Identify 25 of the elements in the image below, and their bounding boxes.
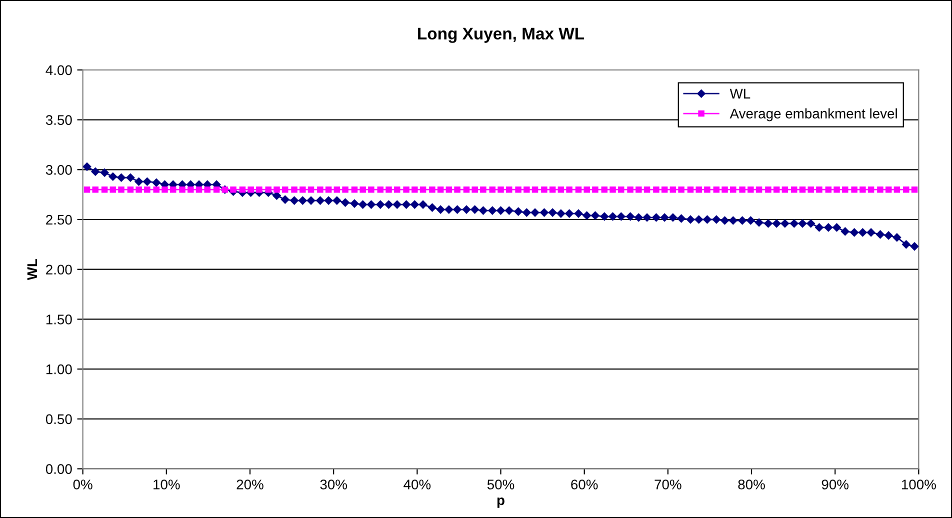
y-tick-label: 0.50 [46, 414, 72, 424]
legend-label: Average embankment level [730, 108, 897, 122]
y-tick-label: 2.50 [46, 214, 72, 225]
x-tick-label: 50% [487, 480, 514, 490]
x-axis-title: p [497, 498, 504, 508]
x-tick-label: 70% [654, 480, 682, 490]
y-tick-label: 1.50 [46, 314, 72, 324]
y-tick-label: 3.50 [46, 115, 72, 125]
x-tick-label: 10% [154, 480, 180, 490]
y-tick-label: 2.00 [46, 264, 72, 275]
y-tick-label: 0.00 [46, 464, 72, 474]
x-tick-label: 90% [822, 480, 848, 490]
y-tick-label: 4.00 [46, 65, 72, 76]
y-tick-label: 1.00 [46, 364, 72, 374]
legend-label: WL [730, 88, 750, 98]
x-tick-label: 30% [320, 480, 347, 490]
x-tick-label: 60% [571, 480, 598, 490]
x-tick-label: 40% [404, 480, 431, 490]
chart-title: Long Xuyen, Max WL [418, 28, 584, 43]
y-axis-title: WL [27, 258, 37, 280]
x-tick-label: 20% [236, 480, 264, 490]
x-tick-label: 80% [738, 480, 765, 490]
x-tick-label: 0% [73, 480, 92, 490]
x-tick-label: 100% [902, 480, 936, 490]
y-tick-label: 3.00 [46, 164, 72, 175]
